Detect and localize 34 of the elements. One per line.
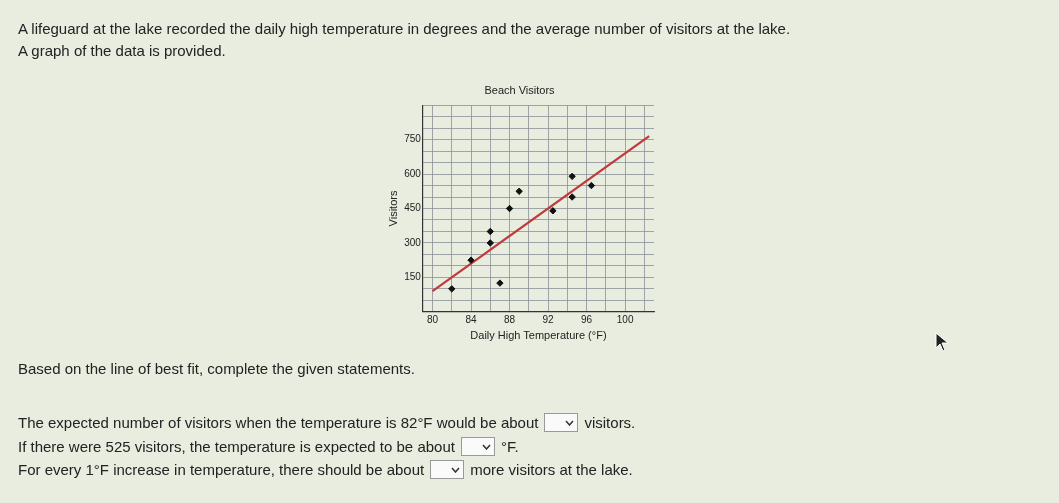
x-tick-label: 96 bbox=[581, 313, 593, 325]
x-axis-title: Daily High Temperature (°F) bbox=[470, 329, 607, 342]
text: For every 1°F increase in temperature, there should be about bbox=[18, 461, 425, 478]
point bbox=[549, 207, 557, 215]
y-tick-label: 300 bbox=[404, 236, 422, 248]
y-tick-label: 600 bbox=[404, 167, 422, 179]
y-tick-label: 450 bbox=[404, 202, 422, 214]
text: The expected number of visitors when the temperature is 82°F would be about bbox=[18, 414, 539, 431]
text: A graph of the data is provided. bbox=[18, 42, 226, 59]
chart-title: Beach Visitors bbox=[484, 83, 556, 96]
point bbox=[568, 172, 576, 181]
point bbox=[587, 181, 596, 190]
point bbox=[467, 256, 475, 264]
text: °F. bbox=[500, 438, 519, 455]
point bbox=[568, 193, 576, 201]
y-axis-title: Visitors bbox=[386, 190, 399, 227]
point bbox=[515, 187, 523, 195]
x-tick-label: 100 bbox=[616, 313, 634, 325]
point bbox=[486, 239, 494, 247]
x-tick-label: 92 bbox=[542, 313, 555, 325]
text: A lifeguard at the lake recorded the daily high temperature in degrees and the average number of visitors at the lake. bbox=[18, 20, 791, 37]
point bbox=[486, 227, 494, 236]
text: If there were 525 visitors, the temperature is expected to be about bbox=[18, 438, 455, 455]
text: more visitors at the lake. bbox=[470, 461, 633, 478]
text: Based on the line of best fit, complete the given statements. bbox=[18, 360, 415, 377]
y-tick-label: 150 bbox=[404, 271, 422, 283]
y-tick-label: 750 bbox=[404, 133, 422, 145]
text: visitors. bbox=[584, 414, 636, 431]
x-tick-label: 84 bbox=[465, 313, 478, 325]
point bbox=[496, 279, 504, 287]
point bbox=[448, 285, 456, 293]
x-tick-label: 88 bbox=[503, 313, 516, 325]
x-tick-label: 80 bbox=[426, 313, 439, 325]
point bbox=[505, 204, 514, 213]
